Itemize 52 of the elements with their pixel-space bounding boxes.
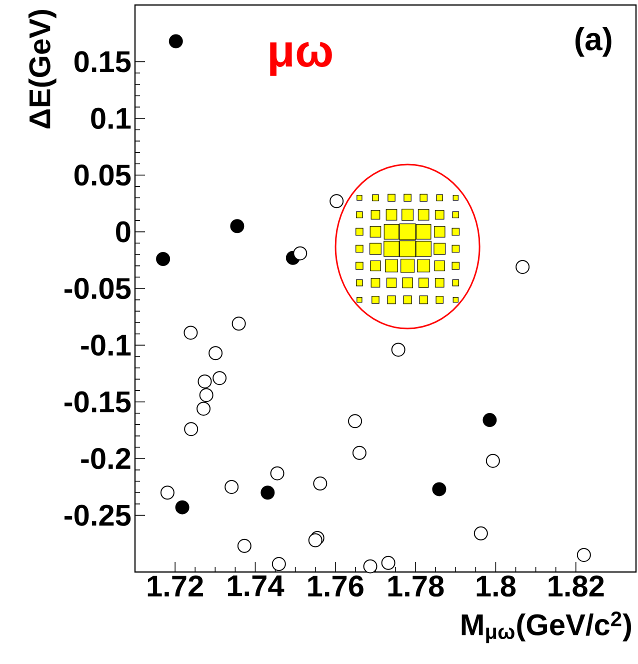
y-tick-label: -0.2 xyxy=(81,448,130,470)
y-tick-label: -0.25 xyxy=(64,504,131,526)
point xyxy=(576,548,591,562)
point xyxy=(330,194,344,208)
x-tick-label: 1.72 xyxy=(148,576,203,596)
point xyxy=(196,402,211,416)
point xyxy=(381,556,396,570)
point xyxy=(391,342,406,357)
x-tick-label: 1.82 xyxy=(548,576,604,597)
point xyxy=(363,559,378,574)
x-tick-label: 1.74 xyxy=(228,576,284,596)
point xyxy=(313,476,328,491)
point xyxy=(432,482,446,496)
point xyxy=(308,533,322,548)
y-tick-label: -0.1 xyxy=(81,334,131,356)
point xyxy=(212,371,227,386)
annotation: (a) xyxy=(576,27,612,57)
x-tick-label: 1.8 xyxy=(476,576,516,597)
point xyxy=(184,326,198,340)
point xyxy=(260,486,275,500)
x-tick-label: 1.76 xyxy=(308,576,364,597)
y-tick-label: 0 xyxy=(116,221,130,242)
point xyxy=(199,388,214,402)
y-tick-label: -0.05 xyxy=(64,278,131,300)
point xyxy=(293,246,308,260)
point xyxy=(232,316,246,331)
point xyxy=(237,538,252,553)
point xyxy=(516,260,530,274)
point xyxy=(175,500,190,514)
x-tick-label: 1.78 xyxy=(388,576,444,597)
point xyxy=(270,466,284,480)
point xyxy=(168,34,183,48)
point xyxy=(474,526,488,540)
point xyxy=(230,219,244,234)
point xyxy=(184,422,198,436)
y-tick-label: 0.05 xyxy=(74,164,131,186)
annotation: μω xyxy=(270,42,332,76)
point xyxy=(208,346,223,360)
y-tick-label: 0.1 xyxy=(91,108,131,129)
point xyxy=(348,414,362,428)
point xyxy=(272,557,286,572)
y-tick-label: -0.15 xyxy=(64,391,131,412)
x-axis-title: M$_{μω}$(GeV/c$^{2}$) xyxy=(462,612,631,644)
point xyxy=(352,446,366,460)
point xyxy=(198,374,212,388)
y-tick-label: 0.15 xyxy=(74,51,131,72)
point xyxy=(160,486,174,500)
y-axis-title: ΔE(GeV) xyxy=(28,10,56,128)
point xyxy=(156,252,170,266)
point xyxy=(486,454,500,468)
point xyxy=(224,480,239,494)
point xyxy=(482,413,497,428)
